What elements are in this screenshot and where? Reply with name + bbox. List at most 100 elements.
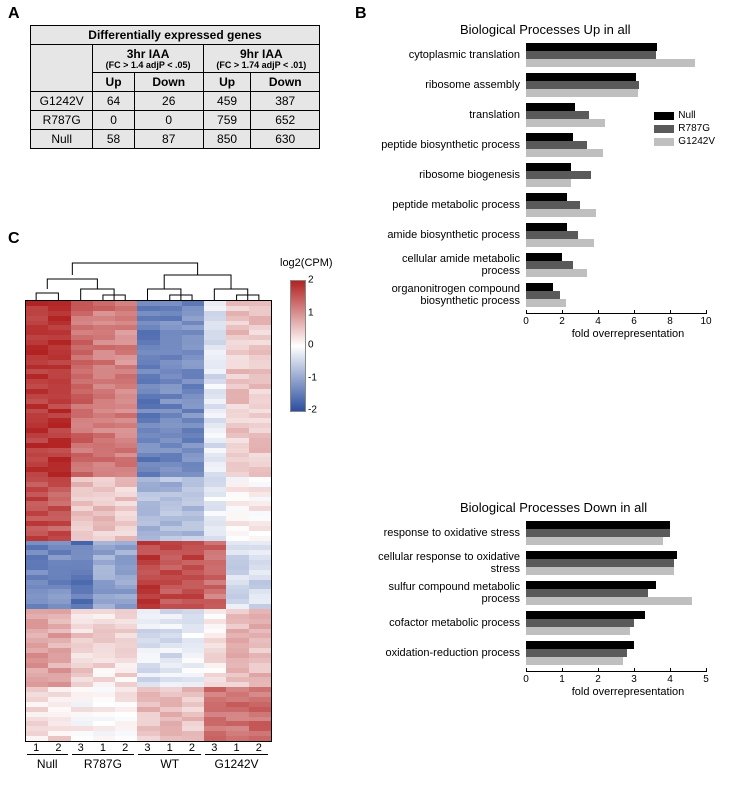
table-cell: 387 [251,92,320,111]
colorbar-tick: 2 [308,275,314,286]
bar-label: peptide metabolic process [370,199,526,211]
panel-a-label: A [8,5,20,23]
bar [526,103,575,111]
bar-stack [526,253,587,277]
heatmap-cell [93,736,115,741]
table-cell: 459 [203,92,251,111]
group-label: G1242V [205,754,268,771]
bar [526,133,573,141]
bar-row: cofactor metabolic process [370,611,730,635]
bar-row: peptide biosynthetic process [370,133,730,157]
axis-tick [706,668,707,672]
bar-row: organonitrogen compound biosynthetic pro… [370,283,730,307]
bar [526,51,656,59]
bar-label: response to oxidative stress [370,527,526,539]
bar-row: ribosome biogenesis [370,163,730,187]
axis-tick-label: 2 [559,316,565,327]
bar [526,193,567,201]
heatmap-cell [226,736,248,741]
axis-tick [598,310,599,314]
dendro-branch [164,275,231,289]
bar-stack [526,641,634,665]
colorbar-tick: 0 [308,340,314,351]
bar [526,141,587,149]
bar [526,149,603,157]
bar [526,283,553,291]
table-cell: 87 [134,130,203,149]
bar [526,253,562,261]
bar [526,111,589,119]
heatmap-cell [115,736,137,741]
bar [526,597,692,605]
row-name: R787G [31,111,93,130]
axis-tick [670,668,671,672]
bar [526,649,627,657]
axis-tick-label: 2 [595,674,601,685]
bar [526,567,674,575]
bar [526,59,695,67]
heatmap-panel: 12312312312 NullR787GWTG1242V [25,255,272,771]
replicate-label: 1 [92,742,114,754]
chart-down-axis-title: fold overrepresentation [526,686,730,698]
axis-tick-label: 0 [523,316,529,327]
bar-label: cofactor metabolic process [370,617,526,629]
dendro-branch [47,279,97,289]
table-cell: 26 [134,92,203,111]
bar [526,269,587,277]
bar-row: cellular amide metabolic process [370,253,730,277]
group-label: WT [138,754,201,771]
bar-stack [526,133,603,157]
subcol-header: Down [251,73,320,92]
axis-tick [562,668,563,672]
subcol-header: Up [93,73,134,92]
heatmap-cell [26,736,48,741]
subcol-header: Up [203,73,251,92]
bar-label: cellular amide metabolic process [370,253,526,277]
bar [526,163,571,171]
deg-table: Differentially expressed genes 3hr IAA(F… [30,25,320,149]
bar-label: translation [370,109,526,121]
bar [526,119,605,127]
bar [526,581,656,589]
colorbar-tick: 1 [308,307,314,318]
blank-header [31,45,93,92]
heatmap-cell [160,736,182,741]
bar-row: oxidation-reduction process [370,641,730,665]
axis-tick [670,310,671,314]
bar-row: peptide metabolic process [370,193,730,217]
bar [526,657,623,665]
axis-tick-label: 5 [703,674,709,685]
subcol-header: Down [134,73,203,92]
axis-tick-label: 3 [631,674,637,685]
replicate-label: 2 [47,742,69,754]
row-name: G1242V [31,92,93,111]
bar-stack [526,521,670,545]
bar-label: peptide biosynthetic process [370,139,526,151]
colorbar-tick: -2 [308,405,317,416]
chart-up-title: Biological Processes Up in all [460,22,730,37]
bar-label: sulfur compound metabolic process [370,581,526,605]
panel-c-label: C [8,230,20,248]
bar [526,209,596,217]
bar-row: ribosome assembly [370,73,730,97]
bar-row: cellular response to oxidative stress [370,551,730,575]
bar [526,291,560,299]
bar [526,223,567,231]
axis-tick [634,668,635,672]
bar-row: cytoplasmic translation [370,43,730,67]
bar [526,81,639,89]
bar [526,521,670,529]
bar [526,43,657,51]
chart-down-title: Biological Processes Down in all [460,500,730,515]
chart-up: Biological Processes Up in all cytoplasm… [370,22,730,340]
heatmap-cell [182,736,204,741]
replicate-label: 3 [136,742,158,754]
bar-label: oxidation-reduction process [370,647,526,659]
heatmap-cell [204,736,226,741]
dendro-branch [36,293,58,300]
bar [526,89,638,97]
replicate-label: 2 [248,742,270,754]
bar-label: cellular response to oxidative stress [370,551,526,575]
bar-stack [526,223,594,247]
axis-tick [526,310,527,314]
